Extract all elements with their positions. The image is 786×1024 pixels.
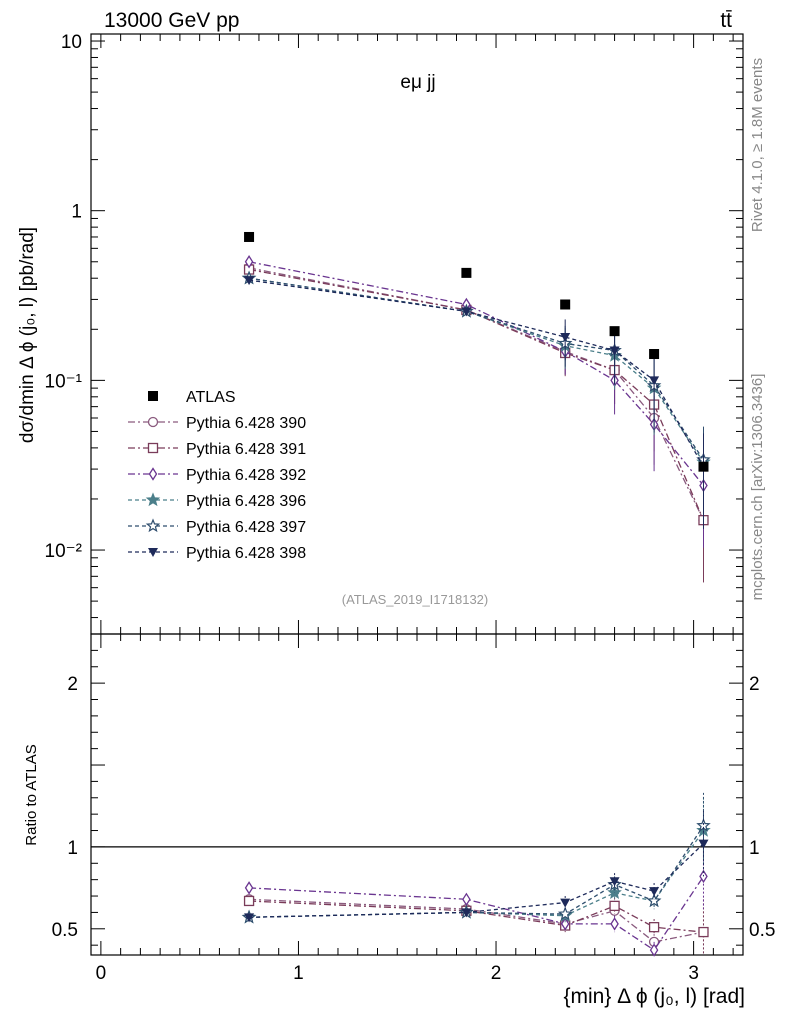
ratio-point-5 (557, 906, 573, 921)
rivet-label: Rivet 4.1.0, ≥ 1.8M events (749, 58, 766, 232)
atlas-data-point (649, 349, 660, 360)
ratio-line-4 (249, 830, 705, 918)
main-y-tick-label: 10⁻¹ (45, 371, 83, 392)
legend-marker-2 (147, 442, 159, 454)
ratio-point-2 (243, 895, 255, 907)
ratio-y-tick-label-right: 1 (749, 838, 760, 859)
ratio-line-1 (249, 898, 704, 943)
ratio-y-tick-label-left: 0.5 (52, 920, 78, 941)
ratio-point-6 (609, 877, 620, 887)
legend-marker-1 (147, 416, 159, 428)
atlas-data-point (698, 461, 709, 472)
legend-label-3: Pythia 6.428 392 (186, 467, 306, 484)
legend-label-2: Pythia 6.428 391 (186, 441, 306, 458)
x-tick-label: 0 (96, 963, 107, 984)
ratio-line-2 (249, 900, 704, 933)
ratio-y-axis-label: Ratio to ATLAS (23, 744, 40, 845)
energy-label: 13000 GeV pp (104, 9, 239, 32)
ratio-y-tick-label-left: 2 (67, 674, 78, 695)
ratio-point-6 (649, 887, 660, 897)
ratio-y-tick-label-left: 1 (67, 838, 78, 859)
atlas-data-point (244, 231, 255, 242)
ratio-line-6 (249, 843, 704, 918)
ratio-panel: 0 1 2 3 2 2 1 1 0.5 0.5 (52, 633, 775, 984)
ratio-point-3 (244, 881, 254, 895)
mc-point-6 (244, 276, 255, 286)
legend: ATLAS Pythia 6.428 390 Pythia 6.428 391 Pyt… (128, 389, 306, 562)
mc-point-6 (609, 346, 620, 356)
ratio-point-3 (462, 892, 471, 907)
mc-line-5 (249, 277, 705, 461)
mc-point-6 (461, 307, 472, 317)
mc-line-4 (249, 277, 705, 463)
legend-label-4: Pythia 6.428 396 (186, 493, 306, 510)
mc-line-6 (249, 279, 705, 468)
ratio-point-2 (698, 926, 709, 938)
ratio-point-3 (649, 943, 659, 957)
mc-point-6 (560, 333, 571, 343)
ratio-point-6 (560, 898, 571, 908)
mc-line-1 (248, 267, 705, 521)
legend-marker-3 (148, 467, 158, 481)
atlas-data-point (461, 267, 472, 278)
legend-marker-5 (145, 518, 161, 533)
mc-line-2 (248, 268, 705, 521)
atlas-data-point (560, 299, 571, 310)
main-y-tick-label: 1 (71, 202, 82, 223)
mc-line-3 (248, 261, 705, 486)
main-plot-frame (90, 33, 744, 635)
ratio-y-tick-label-right: 0.5 (749, 920, 775, 941)
x-tick-label: 2 (491, 963, 502, 984)
ratio-point-2 (609, 900, 620, 912)
atlas-data-point (609, 326, 620, 337)
analysis-id: (ATLAS_2019_I1718132) (342, 592, 488, 607)
legend-label-1: Pythia 6.428 390 (186, 415, 306, 432)
ratio-point-3 (560, 917, 570, 931)
x-tick-label: 3 (688, 963, 699, 984)
ratio-point-3 (610, 917, 619, 931)
process-label: tt̄ (720, 9, 732, 32)
main-panel: 10 1 10⁻¹ 10⁻² (45, 32, 744, 635)
mc-point-3 (244, 255, 254, 269)
ratio-y-tick-label-right: 2 (749, 674, 760, 695)
ratio-line-5 (249, 825, 705, 918)
main-y-tick-label: 10 (61, 32, 82, 53)
main-y-tick-label: 10⁻² (45, 541, 83, 562)
x-tick-label: 1 (293, 963, 304, 984)
legend-label-6: Pythia 6.428 398 (186, 545, 306, 562)
ratio-point-6 (461, 908, 472, 918)
x-axis-label: {min} Δ ϕ (j₀, l) [rad] (563, 985, 745, 1008)
mc-point-6 (649, 376, 660, 386)
legend-marker-4 (145, 492, 161, 507)
ratio-point-5 (646, 893, 662, 908)
main-y-axis-label: dσ/dmin Δ ϕ (j₀, l) [pb/rad] (17, 227, 38, 443)
legend-marker-atlas (148, 391, 158, 401)
legend-label-5: Pythia 6.428 397 (186, 519, 306, 536)
ratio-point-6 (244, 913, 255, 923)
legend-marker-6 (148, 548, 158, 557)
ratio-point-2 (648, 922, 660, 933)
ratio-point-4 (607, 885, 622, 899)
mcplots-label: mcplots.cern.ch [arXiv:1306.3436] (749, 374, 766, 601)
channel-label: eμ jj (400, 72, 435, 93)
legend-label-atlas: ATLAS (186, 389, 236, 406)
ratio-line-3 (249, 876, 705, 951)
ratio-point-6 (698, 839, 709, 849)
